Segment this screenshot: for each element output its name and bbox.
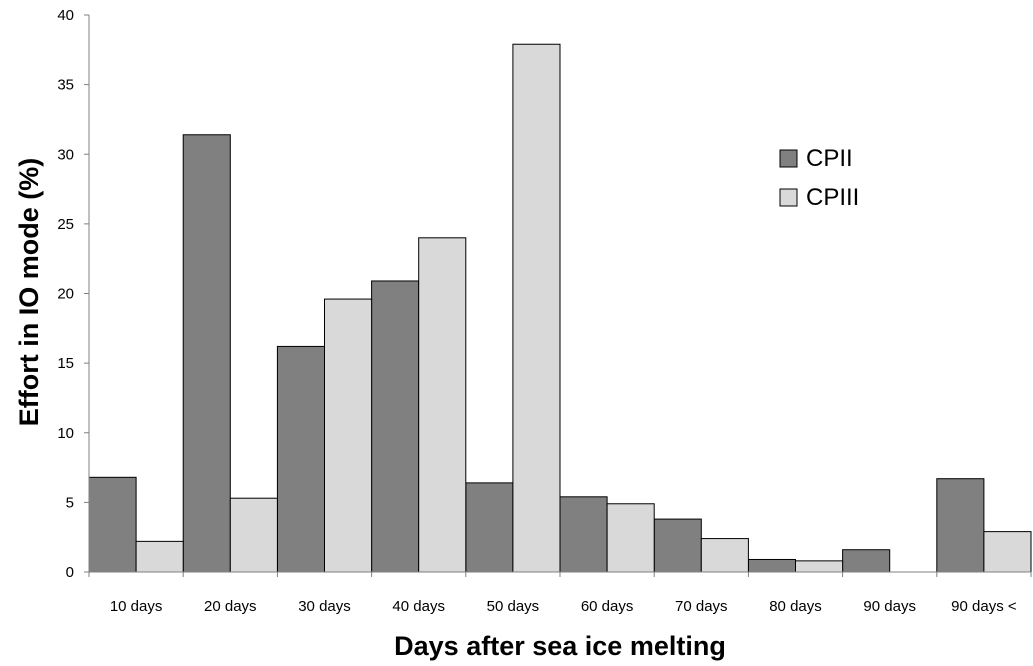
bar-cpii-8 — [748, 559, 795, 572]
x-tick-label: 50 days — [487, 598, 540, 615]
y-tick-label: 30 — [57, 146, 74, 163]
legend-label-cpiii: CPIII — [806, 184, 859, 211]
x-tick-label: 30 days — [298, 598, 351, 615]
y-tick-label: 35 — [57, 77, 74, 94]
legend-label-cpii: CPII — [806, 145, 853, 172]
y-tick-label: 10 — [57, 425, 74, 442]
bar-cpiii-5 — [513, 44, 560, 572]
bar-cpiii-6 — [607, 504, 654, 572]
y-ticks-group: 0 5 10 15 20 25 30 35 40 — [57, 7, 89, 581]
y-tick-label: 20 — [57, 286, 74, 303]
bar-cpiii-1 — [136, 541, 183, 572]
legend-swatch-cpii — [780, 150, 797, 167]
x-tick-label: 20 days — [204, 598, 257, 615]
bar-cpii-5 — [466, 483, 513, 572]
bar-cpiii-3 — [325, 299, 372, 572]
bar-cpii-3 — [277, 346, 324, 572]
bar-cpiii-8 — [796, 561, 843, 572]
bar-cpii-2 — [183, 135, 230, 572]
x-tick-label: 40 days — [392, 598, 445, 615]
legend: CPII CPIII — [780, 145, 859, 211]
x-tick-label: 60 days — [581, 598, 634, 615]
y-axis-title: Effort in IO mode (%) — [14, 158, 44, 426]
bars-group — [89, 44, 1031, 572]
x-tick-label: 90 days < — [951, 598, 1017, 615]
bar-cpii-7 — [654, 519, 701, 572]
bar-cpii-4 — [372, 281, 419, 572]
y-tick-label: 40 — [57, 7, 74, 24]
x-tick-label: 90 days — [863, 598, 916, 615]
bar-cpii-6 — [560, 497, 607, 572]
bar-cpii-9 — [843, 550, 890, 572]
legend-swatch-cpiii — [780, 189, 797, 206]
bar-cpiii-10 — [984, 532, 1031, 572]
x-tick-label: 70 days — [675, 598, 728, 615]
bar-cpiii-7 — [701, 539, 748, 572]
y-tick-label: 5 — [66, 494, 74, 511]
y-tick-label: 0 — [66, 564, 74, 581]
bar-cpii-1 — [89, 477, 136, 572]
x-axis-title: Days after sea ice melting — [394, 631, 726, 661]
x-tick-label: 10 days — [110, 598, 163, 615]
bar-cpiii-2 — [230, 498, 277, 572]
x-tick-label: 80 days — [769, 598, 822, 615]
bar-cpiii-4 — [419, 238, 466, 572]
y-tick-label: 15 — [57, 355, 74, 372]
bar-cpii-10 — [937, 479, 984, 572]
x-ticks-group: 10 days 20 days 30 days 40 days 50 days 60 da… — [89, 572, 1031, 615]
y-tick-label: 25 — [57, 216, 74, 233]
